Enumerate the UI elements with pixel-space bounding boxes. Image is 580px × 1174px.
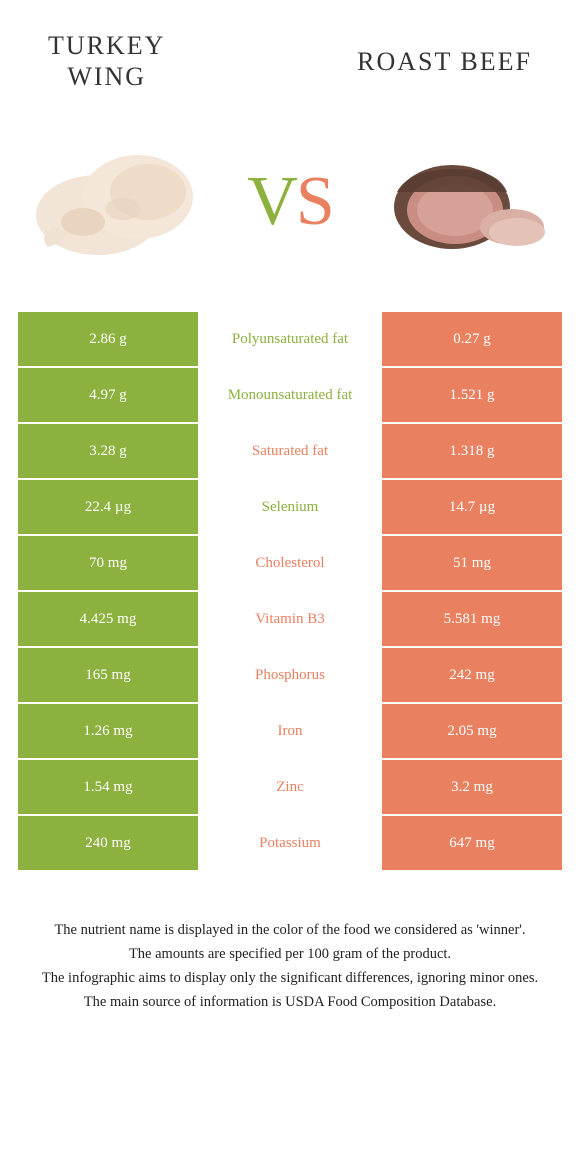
nutrient-label: Polyunsaturated fat [200,312,380,366]
table-row: 70 mgCholesterol51 mg [18,536,562,590]
footer-line: The nutrient name is displayed in the co… [23,920,557,942]
food-left-title: TURKEY WING [48,30,165,92]
table-row: 2.86 gPolyunsaturated fat0.27 g [18,312,562,366]
left-value: 4.425 mg [18,592,198,646]
turkey-wing-image [23,132,213,272]
right-value: 0.27 g [382,312,562,366]
roast-beef-image [367,132,557,272]
table-row: 240 mgPotassium647 mg [18,816,562,870]
right-value: 14.7 µg [382,480,562,534]
nutrient-label: Saturated fat [200,424,380,478]
food-right-title: ROAST BEEF [357,46,532,77]
table-row: 4.425 mgVitamin B35.581 mg [18,592,562,646]
right-value: 3.2 mg [382,760,562,814]
header: TURKEY WING ROAST BEEF [18,20,562,122]
footer-notes: The nutrient name is displayed in the co… [18,920,562,1013]
left-value: 4.97 g [18,368,198,422]
table-row: 1.26 mgIron2.05 mg [18,704,562,758]
right-value: 242 mg [382,648,562,702]
footer-line: The amounts are specified per 100 gram o… [23,944,557,966]
vs-label: VS [247,162,333,242]
right-value: 2.05 mg [382,704,562,758]
left-value: 240 mg [18,816,198,870]
table-row: 4.97 gMonounsaturated fat1.521 g [18,368,562,422]
left-value: 22.4 µg [18,480,198,534]
left-value: 2.86 g [18,312,198,366]
right-value: 1.521 g [382,368,562,422]
left-value: 3.28 g [18,424,198,478]
nutrient-label: Vitamin B3 [200,592,380,646]
table-row: 165 mgPhosphorus242 mg [18,648,562,702]
right-value: 1.318 g [382,424,562,478]
nutrient-label: Iron [200,704,380,758]
footer-line: The main source of information is USDA F… [23,992,557,1014]
footer-line: The infographic aims to display only the… [23,968,557,990]
nutrient-label: Cholesterol [200,536,380,590]
table-row: 22.4 µgSelenium14.7 µg [18,480,562,534]
nutrient-label: Monounsaturated fat [200,368,380,422]
nutrient-table: 2.86 gPolyunsaturated fat0.27 g4.97 gMon… [18,312,562,870]
images-row: VS [18,122,562,312]
nutrient-label: Potassium [200,816,380,870]
left-value: 165 mg [18,648,198,702]
left-value: 70 mg [18,536,198,590]
right-value: 51 mg [382,536,562,590]
table-row: 1.54 mgZinc3.2 mg [18,760,562,814]
right-value: 5.581 mg [382,592,562,646]
table-row: 3.28 gSaturated fat1.318 g [18,424,562,478]
nutrient-label: Phosphorus [200,648,380,702]
nutrient-label: Zinc [200,760,380,814]
left-value: 1.26 mg [18,704,198,758]
left-value: 1.54 mg [18,760,198,814]
nutrient-label: Selenium [200,480,380,534]
right-value: 647 mg [382,816,562,870]
